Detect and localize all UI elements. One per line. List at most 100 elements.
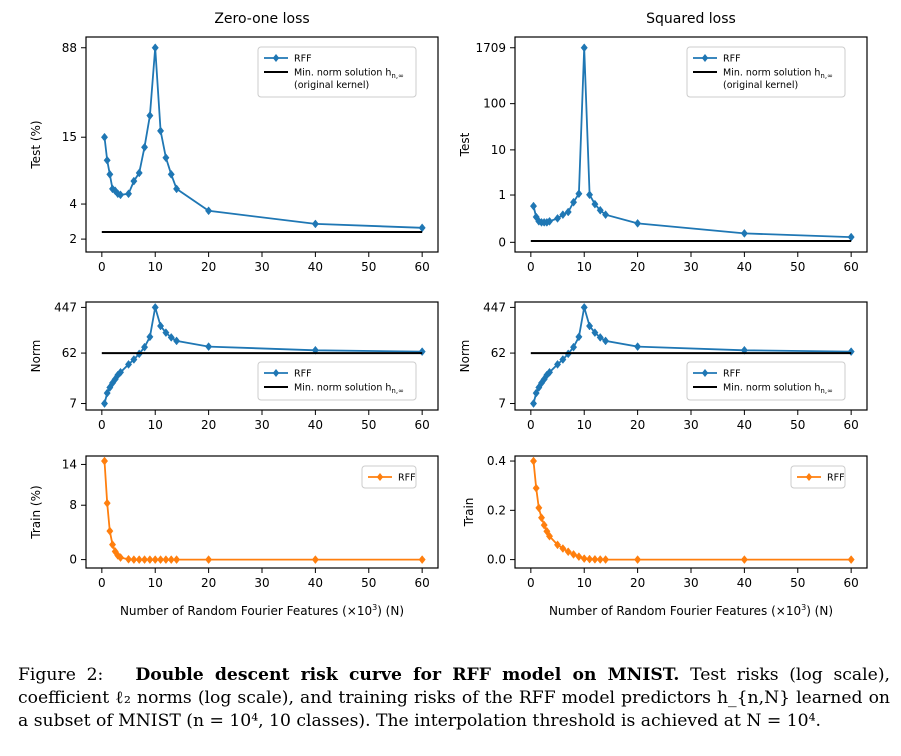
- legend-label: RFF: [723, 369, 741, 380]
- data-point: [311, 219, 319, 229]
- data-point: [167, 333, 175, 342]
- y-axis-label: Test (%): [29, 120, 43, 169]
- data-point: [596, 555, 604, 564]
- data-point: [100, 456, 109, 466]
- x-tick-label: 0: [98, 260, 106, 274]
- data-point: [125, 189, 133, 199]
- data-point: [570, 550, 578, 559]
- data-point: [586, 190, 594, 200]
- data-point: [167, 555, 175, 565]
- data-point: [596, 205, 604, 215]
- x-tick-label: 30: [254, 576, 269, 590]
- y-tick-label: 0.4: [487, 454, 506, 468]
- legend-label: Min. norm solution hn,∞: [294, 68, 404, 81]
- data-point: [546, 367, 554, 377]
- data-point: [141, 342, 149, 352]
- data-point: [205, 342, 213, 352]
- x-tick-label: 0: [98, 418, 106, 432]
- legend-box: [257, 361, 417, 401]
- x-tick-label: 20: [630, 576, 645, 590]
- data-point: [106, 169, 114, 179]
- x-tick-label: 30: [683, 260, 698, 274]
- y-axis-label: Train: [462, 498, 476, 528]
- x-tick-label: 40: [737, 418, 752, 432]
- y-axis-label: Train (%): [29, 485, 43, 539]
- data-point: [103, 155, 111, 165]
- y-axis-label: Norm: [458, 340, 472, 373]
- data-point: [591, 199, 599, 209]
- legend-marker: [701, 369, 709, 377]
- data-point: [529, 201, 538, 211]
- data-point: [162, 328, 170, 338]
- data-point: [117, 367, 125, 377]
- y-tick-label: 2: [69, 232, 77, 246]
- x-tick-label: 20: [201, 576, 216, 590]
- data-point: [146, 332, 154, 342]
- data-point: [151, 555, 159, 565]
- data-point: [157, 126, 165, 136]
- data-point: [103, 388, 111, 398]
- x-tick-label: 0: [527, 418, 535, 432]
- data-point: [141, 555, 149, 565]
- data-point: [580, 302, 588, 312]
- legend-marker: [701, 54, 709, 62]
- data-point: [546, 531, 554, 541]
- data-point: [117, 190, 125, 200]
- data-point: [559, 544, 567, 553]
- y-tick-label: 0: [498, 235, 506, 249]
- data-point: [847, 555, 855, 565]
- x-tick-label: 30: [683, 418, 698, 432]
- x-tick-label: 60: [415, 576, 430, 590]
- data-point: [135, 555, 143, 565]
- data-point: [554, 213, 562, 223]
- data-point: [546, 216, 554, 226]
- y-tick-label: 0: [69, 553, 77, 567]
- x-tick-label: 40: [737, 576, 752, 590]
- data-point: [570, 342, 578, 352]
- x-tick-label: 20: [201, 260, 216, 274]
- x-tick-label: 40: [737, 260, 752, 274]
- data-point: [602, 555, 610, 564]
- y-tick-label: 0.2: [487, 503, 506, 517]
- legend-label: Min. norm solution hn,∞: [723, 68, 833, 81]
- data-point: [532, 483, 540, 493]
- data-point: [591, 554, 599, 564]
- data-point: [564, 547, 572, 557]
- legend: RFF Min. norm solution hn,∞: [686, 361, 846, 401]
- legend-box: [686, 361, 846, 401]
- legend-marker: [805, 473, 813, 481]
- x-tick-label: 20: [201, 418, 216, 432]
- data-point: [135, 168, 143, 178]
- x-tick-label: 40: [308, 418, 323, 432]
- data-point: [205, 206, 213, 216]
- legend-label: Min. norm solution hn,∞: [294, 383, 404, 396]
- x-tick-label: 10: [148, 260, 163, 274]
- data-point: [125, 554, 133, 564]
- data-point: [847, 347, 855, 357]
- y-tick-label: 8: [69, 498, 77, 512]
- x-tick-label: 50: [790, 418, 805, 432]
- data-point: [130, 355, 138, 364]
- y-tick-label: 4: [69, 197, 77, 211]
- axes-frame: [85, 301, 439, 411]
- x-tick-label: 20: [630, 260, 645, 274]
- data-point: [570, 197, 578, 207]
- caption-text: Test risks (log scale), coefficient ℓ₂ n…: [18, 665, 890, 731]
- data-point: [418, 223, 426, 233]
- data-point: [634, 342, 642, 352]
- data-point: [535, 503, 543, 513]
- axes-frame: [85, 455, 439, 569]
- x-tick-label: 60: [415, 260, 430, 274]
- x-tick-label: 50: [790, 260, 805, 274]
- panel-title: Squared loss: [646, 11, 736, 27]
- data-point: [162, 555, 170, 565]
- data-point: [559, 210, 567, 220]
- y-tick-label: 100: [483, 97, 506, 111]
- x-tick-label: 30: [254, 418, 269, 432]
- x-tick-label: 10: [577, 576, 592, 590]
- data-point: [575, 332, 583, 342]
- y-tick-label: 14: [62, 457, 77, 471]
- x-tick-label: 60: [415, 418, 430, 432]
- y-tick-label: 15: [62, 130, 77, 144]
